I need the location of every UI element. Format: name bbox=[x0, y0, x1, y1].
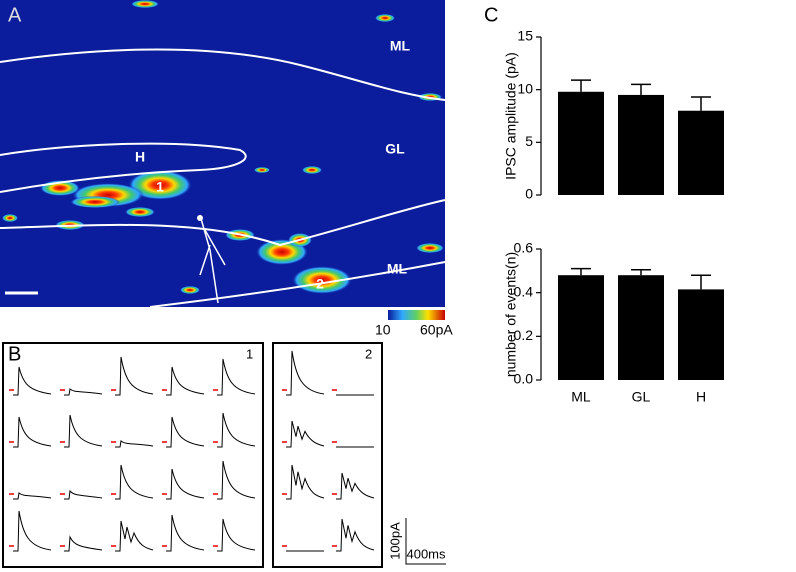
y-tick-label: 5 bbox=[525, 133, 533, 149]
heatmap-blob bbox=[292, 266, 352, 294]
heatmap-blobs bbox=[2, 0, 444, 294]
x-tick-label: GL bbox=[632, 389, 651, 405]
trace bbox=[64, 414, 103, 448]
traces bbox=[9, 350, 375, 552]
y-tick-label: 10 bbox=[517, 80, 533, 96]
heatmap-blob bbox=[180, 286, 200, 294]
trace bbox=[217, 358, 256, 396]
trace bbox=[286, 350, 325, 396]
heatmap-blob bbox=[131, 0, 159, 8]
trace bbox=[64, 388, 103, 396]
trace bbox=[13, 510, 52, 552]
heatmap-blob bbox=[128, 170, 192, 200]
bar bbox=[558, 91, 604, 195]
colorbar bbox=[388, 310, 445, 320]
bar bbox=[678, 110, 724, 195]
y-axis-label: IPSC amplitude (pA) bbox=[503, 52, 519, 180]
heatmap-blob bbox=[375, 14, 395, 22]
trace bbox=[115, 464, 154, 500]
scale-x-label: 400ms bbox=[406, 546, 446, 561]
region-label: H bbox=[135, 149, 145, 165]
region-boundaries bbox=[0, 48, 446, 308]
trace bbox=[13, 416, 52, 448]
bar bbox=[618, 94, 664, 195]
colorbar-min: 10 bbox=[375, 322, 391, 338]
region-label: GL bbox=[385, 141, 405, 157]
trace bbox=[286, 464, 325, 500]
trace bbox=[166, 468, 205, 500]
trace bbox=[115, 440, 154, 448]
panel-label: A bbox=[8, 4, 22, 26]
trace-group-label: 2 bbox=[365, 346, 372, 361]
heatmap-blob bbox=[254, 167, 270, 173]
y-tick-label: 0.0 bbox=[514, 371, 534, 387]
trace bbox=[166, 366, 205, 396]
bar bbox=[618, 275, 664, 380]
heatmap-blob bbox=[2, 214, 18, 222]
bar bbox=[678, 289, 724, 380]
y-tick-label: 0.6 bbox=[514, 240, 534, 256]
y-tick-label: 15 bbox=[517, 28, 533, 44]
y-axis-label: number of events(n) bbox=[503, 252, 519, 377]
trace-group-label: 1 bbox=[246, 346, 253, 361]
site-label: 1 bbox=[156, 179, 164, 195]
trace-box bbox=[2, 342, 264, 568]
scale-y-label: 100pA bbox=[387, 522, 402, 560]
heatmap-blob bbox=[416, 243, 444, 253]
trace bbox=[286, 420, 325, 448]
panel-label: B bbox=[8, 343, 21, 365]
trace bbox=[166, 514, 205, 552]
trace-box bbox=[272, 342, 383, 568]
trace bbox=[217, 412, 256, 448]
heatmap-blob bbox=[70, 196, 120, 208]
trace bbox=[166, 416, 205, 448]
x-tick-label: H bbox=[696, 389, 706, 405]
heatmap-blob bbox=[302, 166, 322, 174]
colorbar-max: 60pA bbox=[420, 322, 453, 338]
trace bbox=[217, 460, 256, 500]
region-label: ML bbox=[387, 261, 408, 277]
trace bbox=[13, 366, 52, 396]
trace bbox=[336, 518, 375, 552]
bar bbox=[558, 275, 604, 380]
trace bbox=[217, 518, 256, 552]
y-tick-label: 0.2 bbox=[514, 327, 534, 343]
y-tick-label: 0 bbox=[525, 186, 533, 202]
trace bbox=[64, 489, 103, 500]
trace bbox=[115, 356, 154, 396]
trace bbox=[115, 520, 154, 552]
trace bbox=[13, 492, 52, 500]
site-label: 2 bbox=[316, 276, 324, 292]
scale-bar bbox=[405, 518, 446, 565]
panel-label: C bbox=[484, 4, 498, 26]
trace bbox=[336, 472, 375, 500]
trace bbox=[64, 535, 103, 552]
heatmap-blob bbox=[125, 207, 155, 217]
y-tick-label: 0.4 bbox=[514, 283, 534, 299]
cell-soma bbox=[197, 215, 203, 221]
heatmap-background bbox=[0, 0, 445, 307]
region-label: ML bbox=[390, 38, 411, 54]
x-tick-label: ML bbox=[571, 389, 591, 405]
